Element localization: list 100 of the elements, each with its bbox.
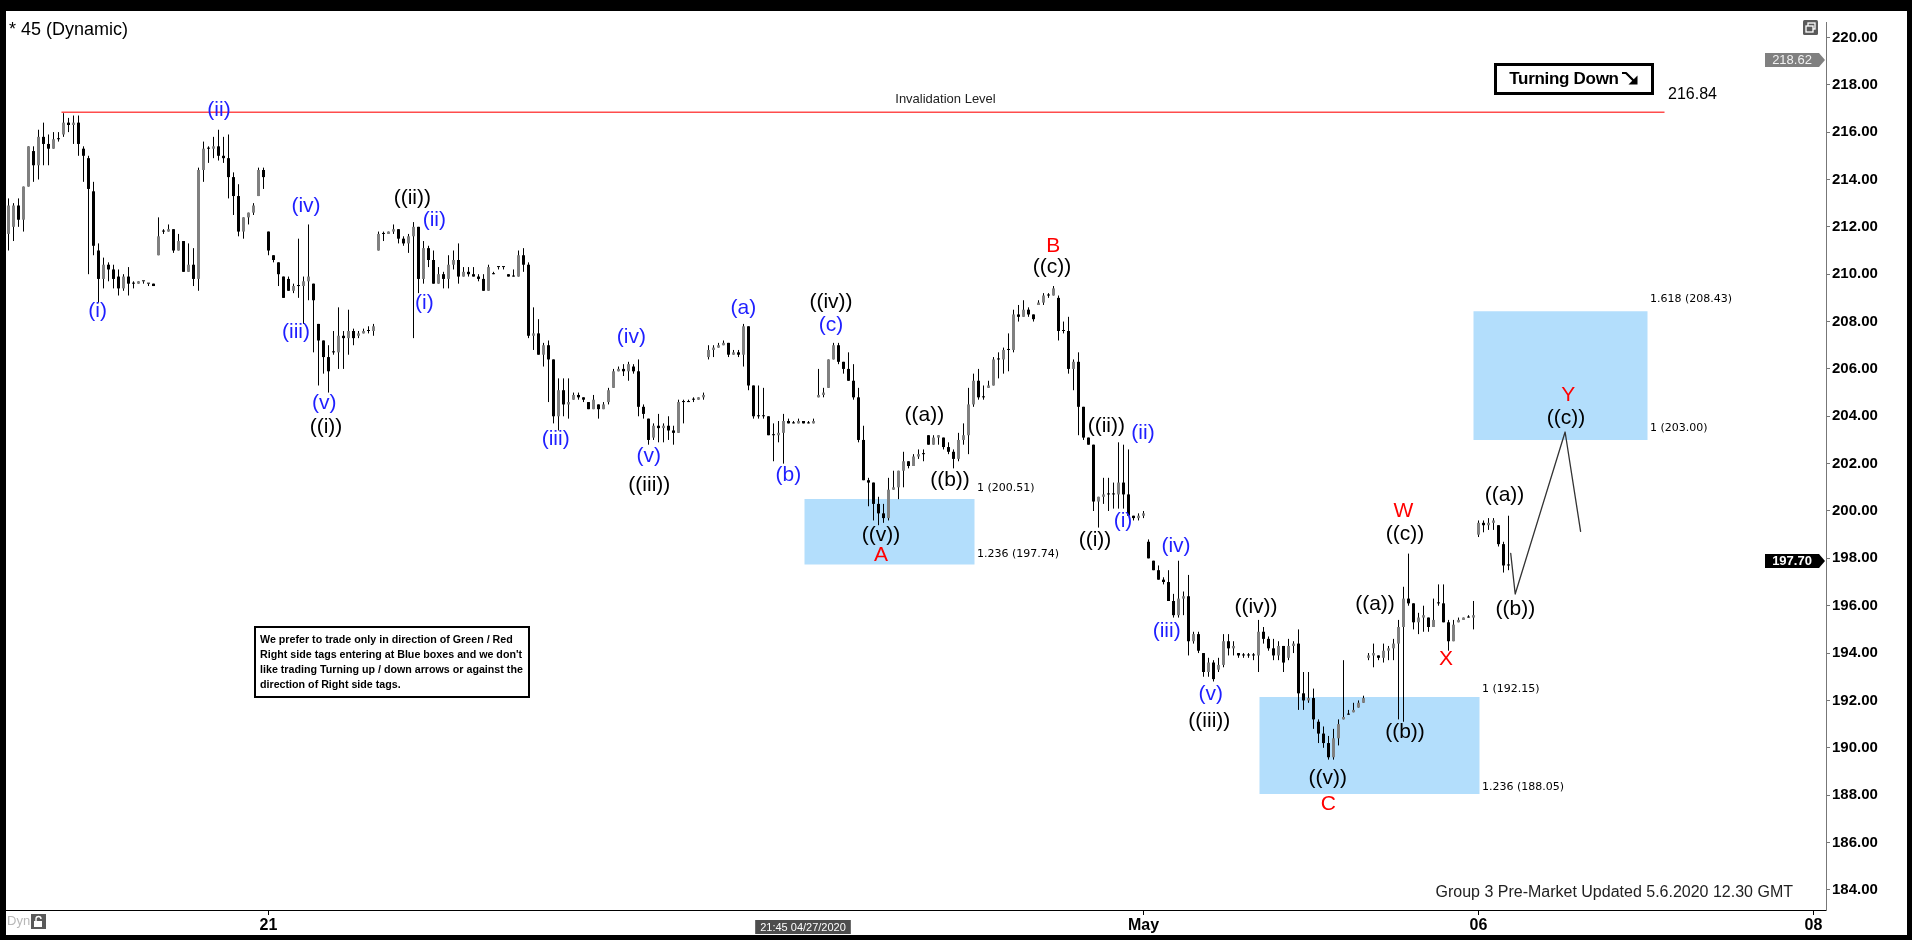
candlestick (202, 141, 205, 183)
annotation: Turning Down (1509, 69, 1619, 89)
candlestick (457, 242, 460, 285)
candlestick (1167, 569, 1170, 602)
y-tick-label: 206.00 (1832, 359, 1878, 377)
candlestick (1447, 619, 1450, 652)
annotation: ((b)) (930, 466, 970, 490)
candlestick (102, 257, 105, 289)
candlestick (227, 133, 230, 199)
x-tick-label: 21 (259, 916, 278, 934)
annotation: (c) (818, 311, 844, 335)
annotation: (iii) (541, 426, 570, 450)
candlestick (1472, 600, 1475, 630)
candlestick (427, 245, 430, 268)
ref-line-label: Invalidation Level (895, 90, 996, 106)
candlestick (1197, 631, 1200, 654)
candlestick (217, 129, 220, 162)
annotation: (v) (1198, 681, 1223, 705)
y-tick-label: 220.00 (1832, 27, 1878, 45)
candlestick (782, 413, 785, 465)
candlestick (1502, 541, 1505, 574)
candlestick (1007, 332, 1010, 372)
y-tick-label: 198.00 (1832, 548, 1878, 566)
annotation: (i) (88, 297, 108, 321)
candlestick (322, 340, 325, 375)
candlestick (1112, 482, 1115, 510)
candlestick (962, 422, 965, 446)
candlestick (897, 470, 900, 500)
candlestick (1302, 671, 1305, 711)
annotation: We prefer to trade only in direction of Green / Red Right side tags entering at Blue boxes and we don't like trading Turning up / down arrows or against the direction of Right side tags. (254, 626, 530, 698)
candlestick (1107, 477, 1110, 512)
annotation: ((iv)) (809, 289, 853, 313)
annotation: ((ii)) (1087, 413, 1125, 437)
candlestick (1257, 619, 1260, 673)
candlestick (302, 276, 305, 325)
y-tick-label: 200.00 (1832, 501, 1878, 519)
annotation: ((a)) (1355, 590, 1395, 614)
y-tick-label: 190.00 (1832, 737, 1878, 755)
annotation: 1 (192.15) (1482, 681, 1540, 695)
candlestick (32, 145, 35, 183)
y-tick-label: 210.00 (1832, 264, 1878, 282)
candlestick (877, 496, 880, 526)
annotation: ((iv)) (1234, 594, 1278, 618)
candlestick (62, 112, 65, 138)
y-tick-label: 202.00 (1832, 453, 1878, 471)
candlestick (1412, 602, 1415, 630)
candlestick (277, 261, 280, 287)
annotation: (v) (636, 443, 661, 467)
candlestick (1442, 583, 1445, 623)
annotation: 1 (203.00) (1650, 421, 1708, 435)
candlestick (262, 167, 265, 190)
candlestick (1272, 638, 1275, 661)
candlestick (997, 351, 1000, 379)
candlestick (902, 451, 905, 488)
candlestick (117, 268, 120, 296)
chart-title: * 45 (Dynamic) (9, 19, 129, 40)
annotation: ((a)) (1484, 482, 1525, 506)
y-tick-label: 218.00 (1832, 74, 1878, 92)
x-tick-label: 08 (1804, 916, 1823, 934)
annotation: (v) (312, 390, 337, 414)
candlestick (1422, 605, 1425, 633)
candlestick (1172, 593, 1175, 619)
annotation: X (1438, 646, 1454, 670)
annotation: ((c)) (1032, 254, 1072, 278)
candlestick (1072, 358, 1075, 391)
candlestick (412, 221, 415, 339)
candlestick (1207, 657, 1210, 678)
candlestick (1117, 441, 1120, 510)
x-tick-label: 06 (1469, 916, 1488, 934)
annotation: (iii) (282, 319, 310, 343)
candlestick (517, 250, 520, 278)
candlestick (447, 254, 450, 289)
candlestick (647, 418, 650, 446)
candlestick (1397, 619, 1400, 720)
annotation: (iv) (616, 324, 646, 348)
candlestick (332, 330, 335, 356)
candlestick (377, 231, 380, 252)
candlestick (312, 283, 315, 353)
candlestick (337, 306, 340, 370)
candlestick (1182, 591, 1185, 616)
annotation: ((c)) (1385, 520, 1425, 544)
annotation: B (1046, 233, 1061, 257)
candlestick (12, 202, 15, 242)
candlestick (627, 361, 630, 382)
candlestick (497, 266, 500, 270)
candlestick (432, 250, 435, 285)
annotation: 1.236 (188.05) (1482, 780, 1565, 794)
candlestick (452, 250, 455, 270)
candlestick (977, 368, 980, 401)
candlestick (57, 131, 60, 143)
candlestick (1437, 583, 1440, 607)
annotation: ((v)) (1308, 765, 1347, 789)
annotation: (a) (730, 295, 757, 319)
y-tick-label: 194.00 (1832, 643, 1878, 661)
candlestick (187, 242, 190, 273)
candlestick (847, 351, 850, 382)
annotation: 1 (200.51) (977, 481, 1035, 495)
candlestick (837, 342, 840, 365)
candlestick (562, 377, 565, 417)
candlestick (172, 228, 175, 254)
